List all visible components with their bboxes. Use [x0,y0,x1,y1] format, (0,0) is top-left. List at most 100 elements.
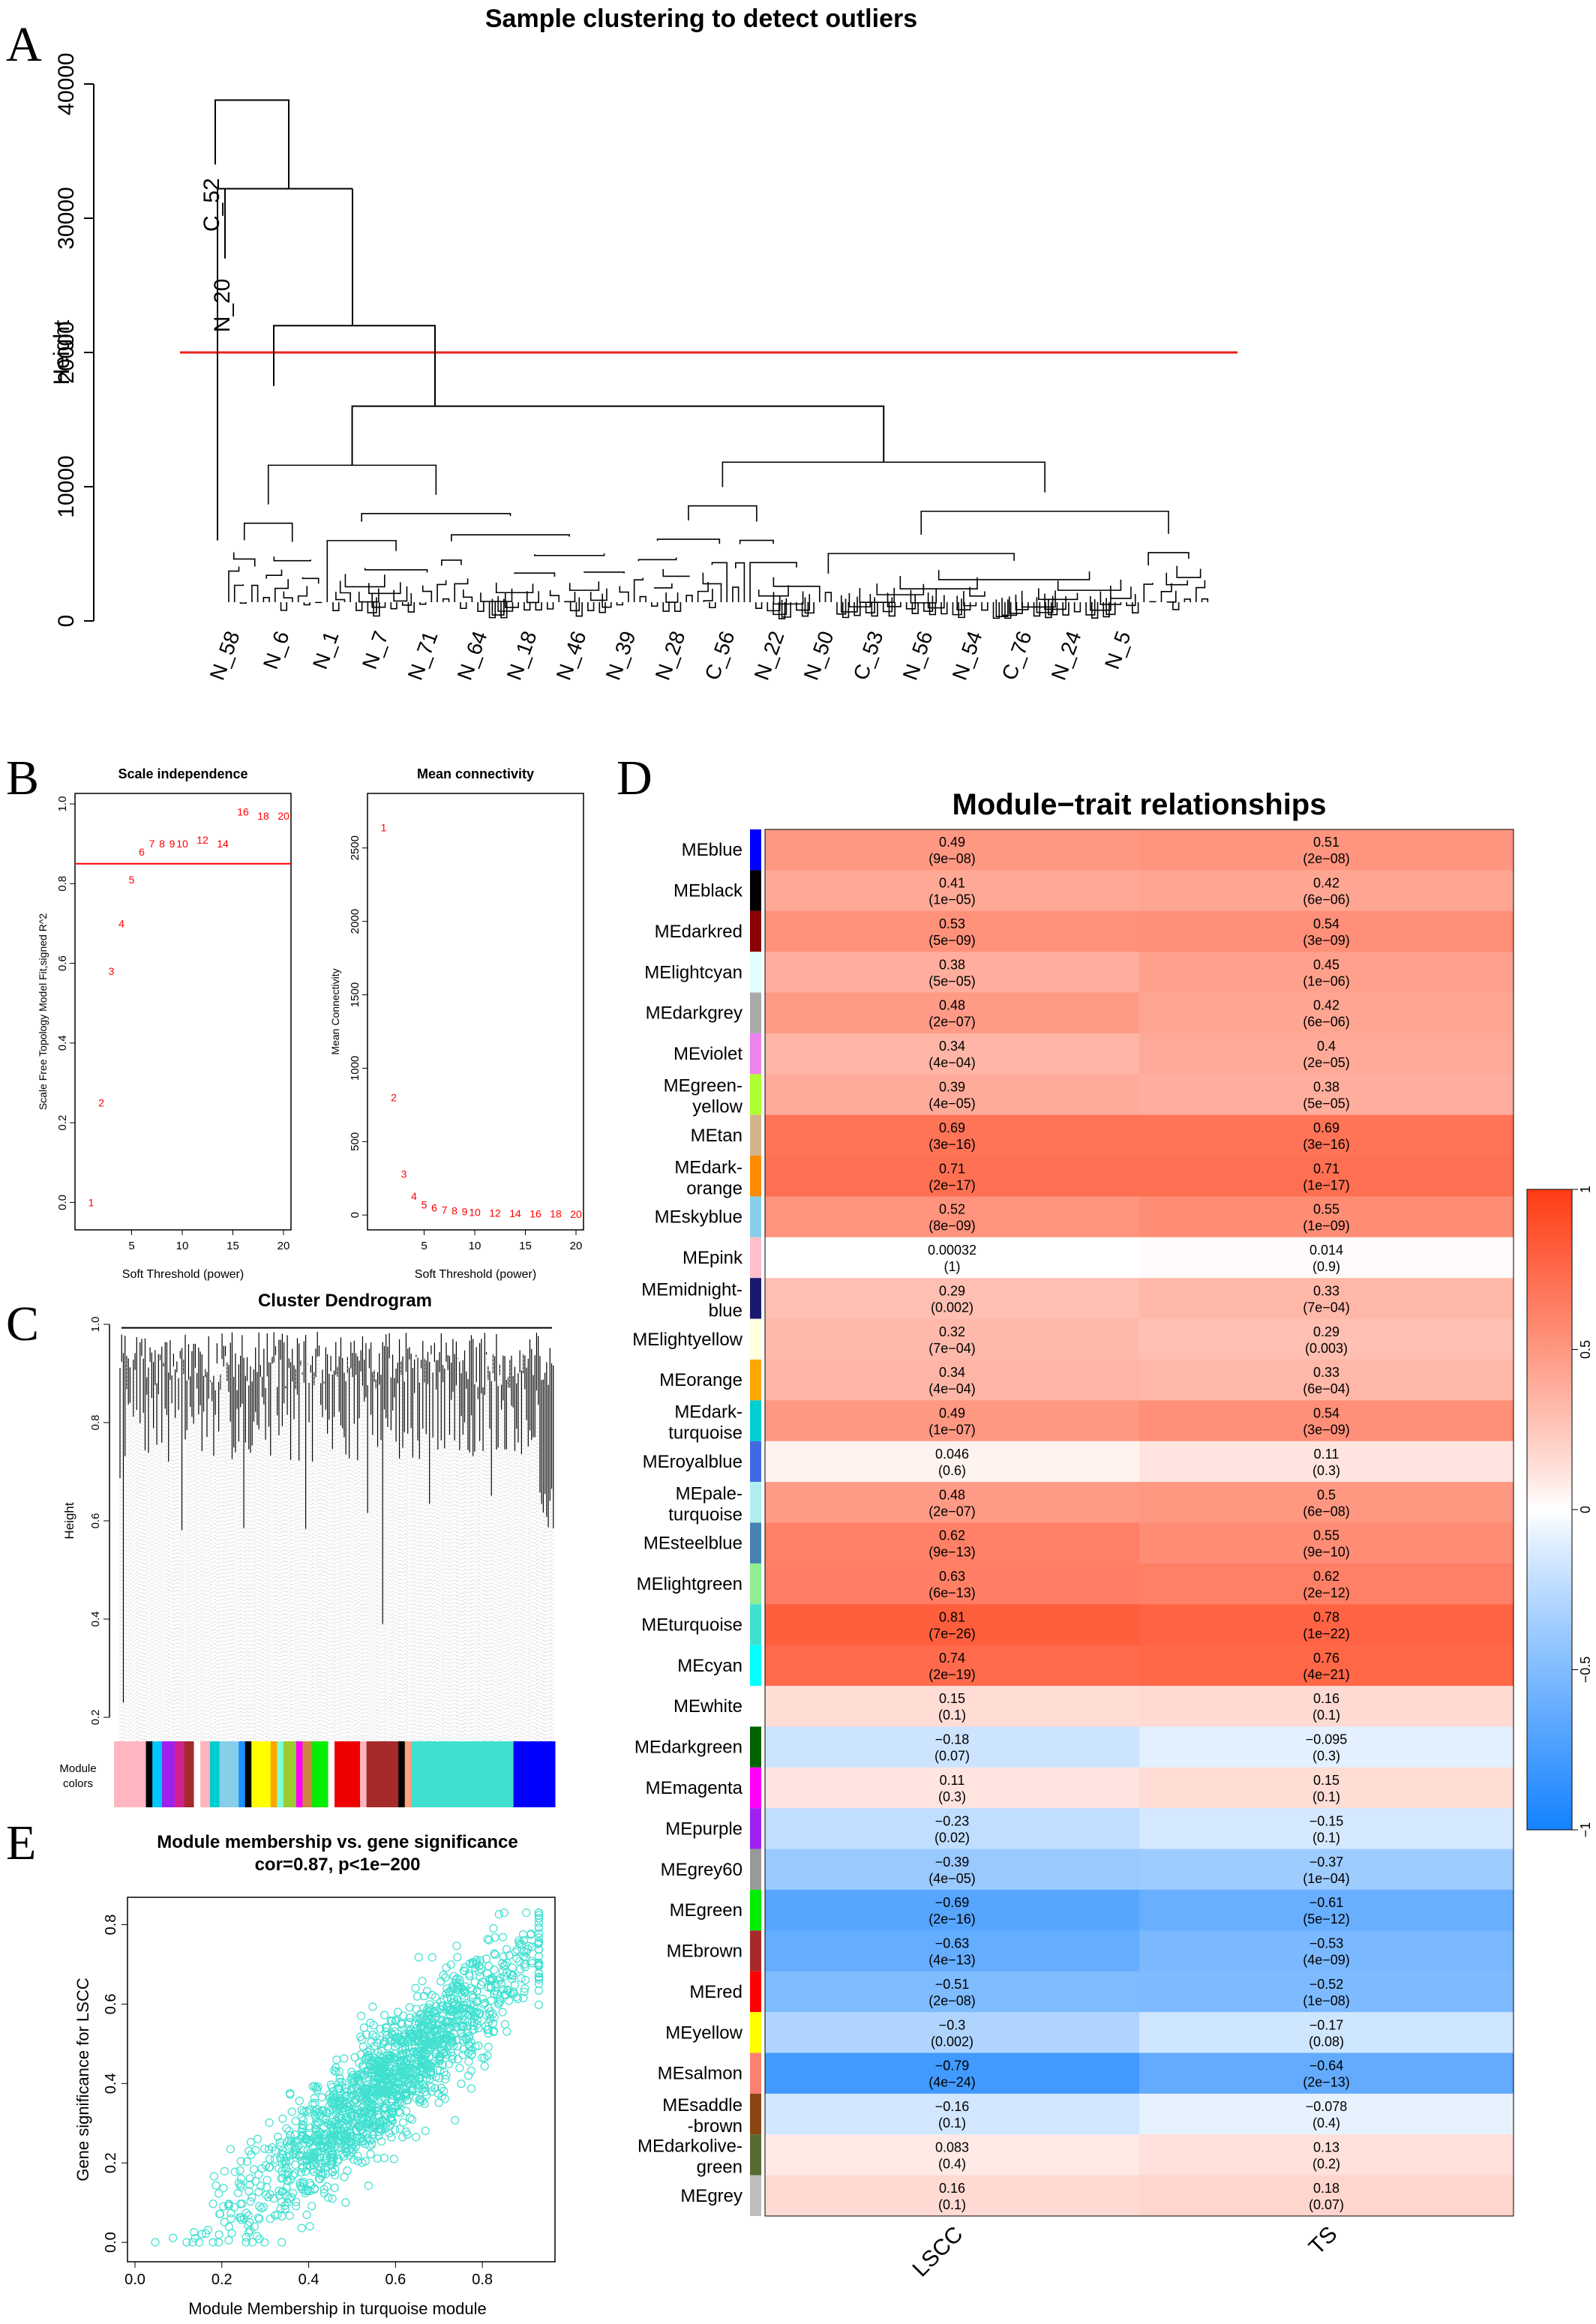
correlation-value: 0.014 [1310,1243,1343,1258]
module-swatch [750,2094,761,2134]
gene-point [214,2239,222,2246]
gene-point [254,2135,261,2143]
p-value: (0.4) [1312,2116,1340,2131]
leaf-label: N_39 [602,628,640,683]
y-axis-label: Mean Connectivity [329,968,341,1054]
chart-title: Sample clustering to detect outliers [485,4,917,33]
p-value: (9e−10) [1303,1545,1350,1560]
power-point-label: 8 [159,838,165,850]
power-point-label: 5 [129,874,135,886]
correlation-value: 0.39 [939,1079,965,1094]
gene-point [412,1984,419,1992]
correlation-value: 0.33 [1313,1365,1340,1380]
leaf-label: N_5 [1100,628,1136,672]
gene-point [400,2119,407,2126]
x-axis-label: Soft Threshold (power) [122,1268,244,1281]
module-color-segment [302,1741,312,1807]
module-color-segment [271,1741,278,1807]
module-swatch [750,2053,761,2093]
module-color-segment [210,1741,220,1807]
power-point-label: 2 [391,1092,397,1104]
gene-point [503,1945,511,1953]
gene-point [278,2167,286,2175]
gene-point [500,1909,508,1917]
dendrogram-branch [570,581,599,590]
p-value: (6e−13) [928,1585,976,1600]
gene-point [298,2224,305,2232]
gene-point [418,1978,426,1985]
dendrogram-branch [652,602,658,606]
module-label: yellow [692,1096,742,1117]
y-tick-label: 2500 [349,835,362,860]
gene-point [236,2167,244,2174]
module-label: MEsaddle [662,2095,742,2116]
gene-point [488,1997,495,2005]
leaf-label: N_1 [308,628,344,672]
module-label: MEdark- [674,1157,742,1177]
gene-point [278,2212,286,2220]
gene-point [437,1978,445,1985]
gene-point [357,2051,364,2059]
module-color-segment [220,1741,239,1807]
gene-point [404,2131,411,2139]
y-tick-label: 10000 [54,455,79,517]
module-label: MEmagenta [646,1778,743,1798]
correlation-value: 0.45 [1313,957,1340,972]
correlation-value: 0.62 [1313,1569,1340,1584]
correlation-value: 0.49 [939,835,965,850]
leaf-label: N_6 [259,628,294,672]
leaf-label: N_71 [404,628,442,683]
y-tick-label: 0.0 [56,1195,69,1210]
module-swatch [750,1686,761,1726]
p-value: (6e−04) [1303,1381,1350,1396]
correlation-value: 0.62 [939,1528,965,1543]
correlation-value: 0.18 [1313,2181,1340,2196]
module-color-segment [245,1741,252,1807]
correlation-value: 0.55 [1313,1202,1340,1217]
dendrogram-branch [640,597,646,602]
gene-point [292,2117,299,2125]
dendrogram-branch [345,574,384,586]
module-membership-scatter: Module membership vs. gene significancec… [30,1815,615,2320]
p-value: (0.08) [1309,2034,1344,2049]
dendrogram-branch [1177,566,1200,577]
gene-point [485,1963,493,1970]
dendrogram-branch [420,602,426,604]
p-value: (7e−04) [1303,1300,1350,1315]
p-value: (0.1) [938,2116,966,2131]
correlation-value: 0.046 [935,1447,969,1462]
p-value: (0.1) [938,2197,966,2212]
dendrogram-branch [1202,599,1208,602]
p-value: (2e−12) [1303,1585,1350,1600]
gene-point [318,2094,326,2101]
dendrogram-branch [274,325,435,406]
gene-point [409,2116,416,2123]
dendrogram-branch [686,595,692,602]
gene-point [406,2004,413,2011]
dendrogram-branch [655,583,672,588]
x-tick-label: 5 [421,1240,427,1252]
colorbar-tick-label: 0 [1578,1506,1593,1513]
colorbar-tick-label: 0.5 [1578,1340,1593,1359]
power-point-label: 5 [422,1199,428,1211]
module-swatch [750,911,761,952]
power-point-label: 16 [530,1207,542,1219]
p-value: (7e−26) [928,1626,976,1641]
dendrogram-branch [921,511,1168,535]
gene-point [499,1933,506,1941]
gene-point [210,2173,218,2180]
correlation-value: 0.083 [935,2140,969,2155]
module-label: MEdarkgreen [634,1738,742,1758]
p-value: (1) [944,1259,961,1274]
leaf-label: N_22 [750,628,789,683]
colorbar [1527,1189,1572,1830]
leaf-label: N_24 [1047,628,1086,683]
gene-point [495,1911,502,1918]
y-axis-label: Height [62,1502,76,1539]
gene-point [442,1974,449,1981]
x-tick-label: 15 [519,1240,532,1252]
gene-point [344,2167,351,2175]
p-value: (1e−22) [1303,1626,1350,1641]
